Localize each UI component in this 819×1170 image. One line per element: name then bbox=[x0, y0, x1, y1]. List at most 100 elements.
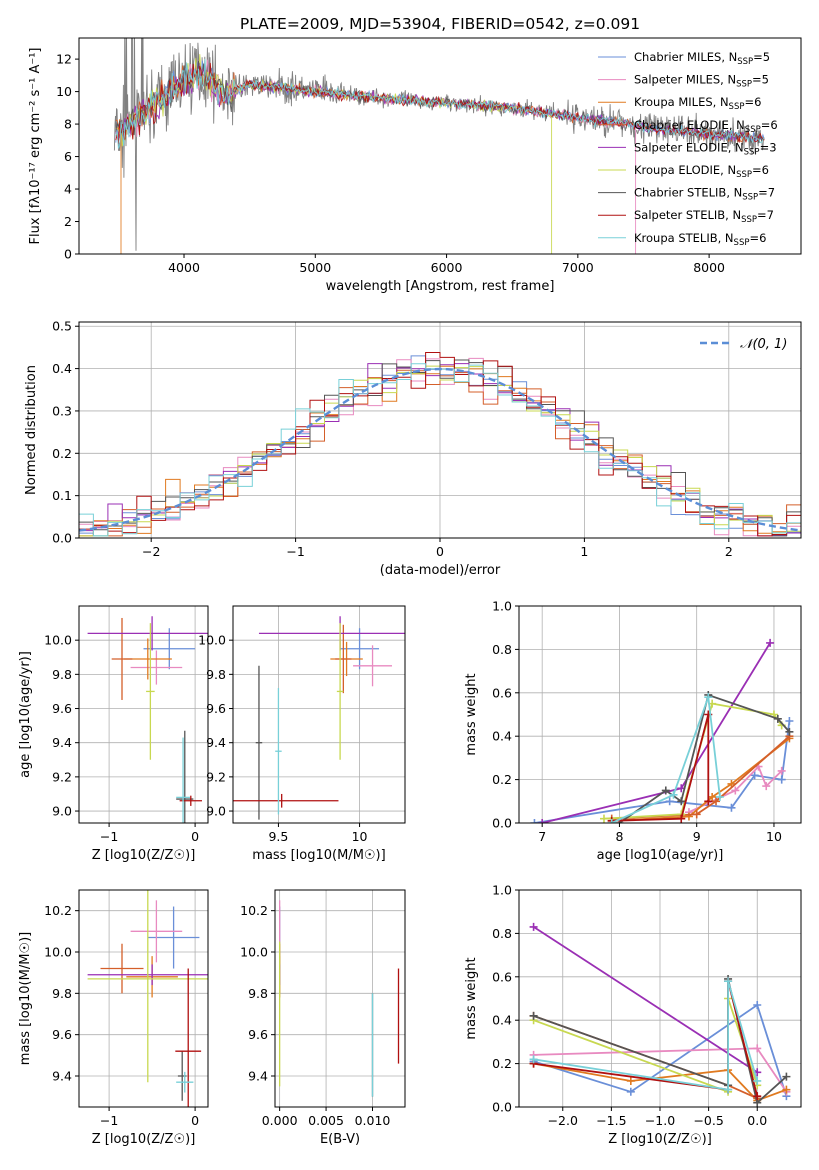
weight-series bbox=[530, 717, 794, 823]
x-tick-label: 0.0 bbox=[747, 1113, 767, 1128]
weight-vs-Z-panel: −2.0 −1.5 −1.0 −0.5 0.0 0.0 0.2 0.4 0.6 0.8 1.0 Z [… bbox=[464, 883, 802, 1147]
y-axis-label: Normed distribution bbox=[24, 365, 39, 495]
y-tick-label: 0.3 bbox=[52, 403, 72, 418]
weight-marker bbox=[782, 1072, 791, 1081]
y-tick-label: 9.6 bbox=[206, 701, 226, 716]
weight-marker bbox=[762, 782, 771, 791]
x-tick-label: −1 bbox=[100, 1113, 118, 1128]
x-tick-label: 5000 bbox=[299, 260, 331, 275]
age-vs-mass-plot-area bbox=[233, 616, 405, 820]
y-tick-label: 0.4 bbox=[52, 361, 72, 376]
legend-label: Kroupa MILES, NSSP=6 bbox=[634, 95, 761, 112]
axes-frame bbox=[78, 37, 802, 255]
error-bar-point bbox=[175, 968, 202, 1107]
x-tick-label: −0.5 bbox=[693, 1113, 723, 1128]
weight-line bbox=[533, 980, 759, 1091]
y-tick-label: 9.8 bbox=[52, 667, 72, 682]
weight-marker bbox=[529, 922, 538, 931]
x-tick-label: −2.0 bbox=[548, 1113, 578, 1128]
x-tick-label: −1.0 bbox=[645, 1113, 675, 1128]
weight-marker bbox=[704, 797, 713, 806]
weight-marker bbox=[708, 792, 717, 801]
weight-marker bbox=[692, 810, 701, 819]
y-tick-label: 9.0 bbox=[206, 804, 226, 819]
error-bar-point bbox=[87, 964, 208, 986]
figure-title: PLATE=2009, MJD=53904, FIBERID=0542, z=0… bbox=[240, 15, 640, 33]
y-tick-label: 0.1 bbox=[52, 488, 72, 503]
y-tick-label: 0.0 bbox=[492, 1100, 512, 1115]
spectrum-panel: 4000 5000 6000 7000 8000 0 2 4 6 8 10 12 wavelength … bbox=[28, 37, 802, 294]
y-tick-label: 0.2 bbox=[52, 446, 72, 461]
y-tick-label: 9.4 bbox=[52, 735, 72, 750]
x-tick-label: 8 bbox=[615, 829, 623, 844]
legend-label: Chabrier ELODIE, NSSP=6 bbox=[634, 118, 778, 135]
grid bbox=[519, 889, 801, 1108]
x-tick-label: 8000 bbox=[693, 260, 725, 275]
weight-marker bbox=[529, 1011, 538, 1020]
weight-marker bbox=[661, 786, 670, 795]
age-vs-Z-panel: −1 0 9.0 9.2 9.4 9.6 9.8 10.0 Z [log10(Z/Z☉)] age… bbox=[18, 605, 209, 863]
y-tick-label: 9.4 bbox=[52, 1069, 72, 1084]
x-axis-label: E(B-V) bbox=[320, 1132, 360, 1147]
y-tick-label: 4 bbox=[64, 182, 72, 197]
y-tick-label: 0.5 bbox=[52, 319, 72, 334]
weight-marker bbox=[607, 819, 616, 823]
y-axis-label: age [log10(age/yr)] bbox=[18, 651, 33, 778]
x-tick-label: 10 bbox=[766, 829, 782, 844]
legend-label: Salpeter STELIB, NSSP=7 bbox=[634, 208, 774, 225]
y-tick-label: 12 bbox=[56, 52, 72, 67]
y-tick-label: 9.6 bbox=[52, 701, 72, 716]
y-tick-label: 9.6 bbox=[52, 1027, 72, 1042]
x-axis-label: mass [log10(M/M☉)] bbox=[252, 848, 385, 863]
y-tick-label: 10.0 bbox=[44, 633, 72, 648]
weight-marker bbox=[599, 814, 608, 823]
error-bar-point bbox=[146, 623, 155, 760]
x-tick-label: 0.010 bbox=[355, 1113, 391, 1128]
legend-label: Kroupa ELODIE, NSSP=6 bbox=[634, 163, 769, 180]
error-bar-point bbox=[143, 628, 196, 670]
residuals-panel: −2 −1 0 1 2 0.0 0.1 0.2 0.3 0.4 0.5 (data-model)/er… bbox=[24, 319, 802, 578]
weight-marker bbox=[777, 775, 786, 784]
error-bar-point bbox=[147, 906, 200, 969]
x-tick-label: 0.005 bbox=[308, 1113, 344, 1128]
x-tick-label: −1 bbox=[286, 544, 304, 559]
error-bar-point bbox=[255, 665, 263, 820]
y-tick-label: 0.6 bbox=[492, 969, 512, 984]
y-tick-label: 9.8 bbox=[206, 667, 226, 682]
error-bar-point bbox=[176, 1071, 194, 1093]
y-tick-label: 9.6 bbox=[248, 1027, 268, 1042]
spectrum-legend: Chabrier MILES, NSSP=5 Salpeter MILES, NS… bbox=[598, 50, 778, 248]
axes-frame bbox=[78, 889, 209, 1108]
y-tick-label: 0.2 bbox=[492, 772, 512, 787]
weight-marker bbox=[731, 786, 740, 795]
y-tick-label: 0.8 bbox=[492, 642, 512, 657]
y-tick-label: 2 bbox=[64, 214, 72, 229]
weight-line bbox=[533, 1003, 788, 1097]
x-axis-label: age [log10(age/yr)] bbox=[597, 848, 724, 863]
y-axis-label: mass [log10(M/M☉)] bbox=[18, 932, 33, 1065]
weight-marker bbox=[724, 1085, 733, 1094]
y-tick-label: 0 bbox=[64, 247, 72, 262]
x-tick-label: 7 bbox=[538, 829, 546, 844]
mass-vs-EBV-plot-area bbox=[278, 900, 400, 1097]
weight-line bbox=[618, 693, 791, 823]
legend-label: Salpeter MILES, NSSP=5 bbox=[634, 73, 769, 90]
weight-marker bbox=[677, 814, 686, 823]
weight-series bbox=[529, 922, 762, 1077]
y-axis-label: mass weight bbox=[464, 957, 479, 1039]
axes-frame bbox=[518, 889, 802, 1108]
y-tick-label: 0.0 bbox=[492, 816, 512, 831]
weight-series bbox=[607, 693, 724, 823]
x-tick-label: −2 bbox=[142, 544, 160, 559]
weight-marker bbox=[715, 792, 724, 801]
y-tick-label: 9.4 bbox=[248, 1069, 268, 1084]
weight-marker bbox=[753, 1076, 762, 1085]
x-tick-label: −1 bbox=[100, 829, 118, 844]
error-bar-point bbox=[233, 793, 339, 808]
y-tick-label: 0.2 bbox=[492, 1056, 512, 1071]
y-tick-label: 0.0 bbox=[52, 531, 72, 546]
model-line bbox=[115, 59, 637, 254]
error-bar-point bbox=[111, 617, 133, 700]
x-tick-label: 0 bbox=[191, 829, 199, 844]
